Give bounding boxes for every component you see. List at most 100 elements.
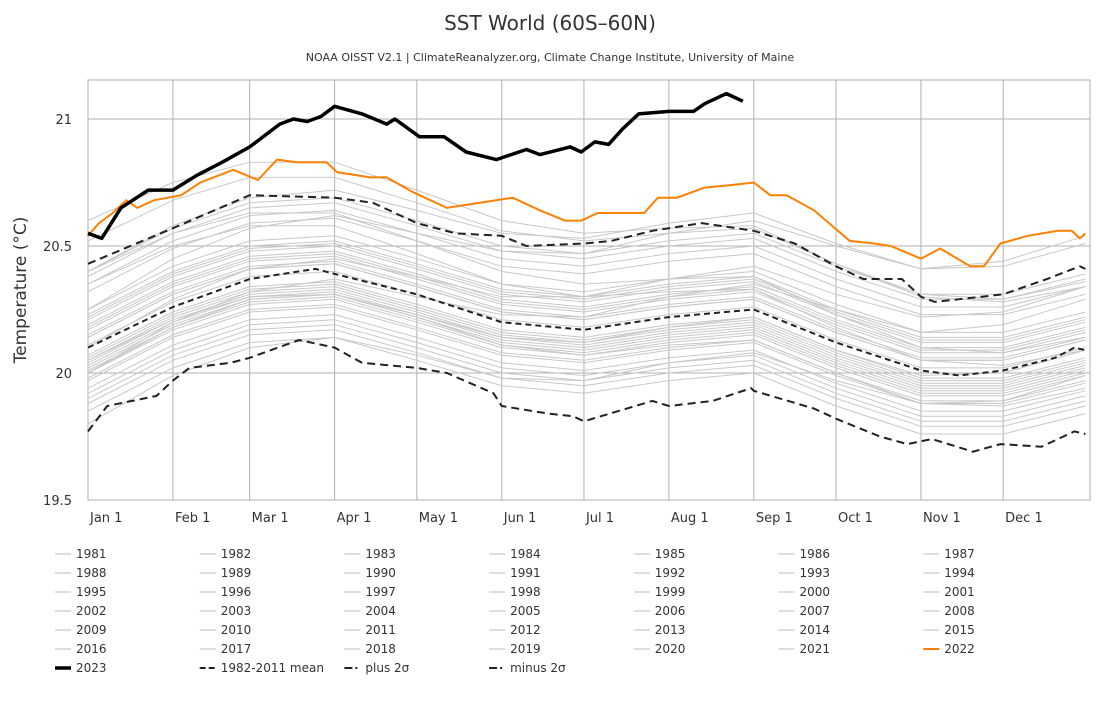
x-tick-label: Apr 1 (337, 511, 372, 526)
legend-label: 2016 (76, 642, 107, 656)
series-line-2005 (87, 242, 1086, 341)
legend-label: 2012 (510, 623, 541, 637)
legend-label: 1987 (944, 547, 975, 561)
legend-item-2022[interactable]: 2022 (923, 642, 975, 656)
series-line-1992 (87, 303, 1086, 402)
legend-item-2011[interactable]: 2011 (344, 623, 396, 637)
legend-item-2009[interactable]: 2009 (55, 623, 107, 637)
series-line-1996 (87, 291, 1086, 389)
series-line-2021 (87, 202, 1086, 300)
series-line-1995 (87, 281, 1086, 379)
chart-title: SST World (60S–60N) (444, 11, 656, 35)
legend-label: 1997 (365, 585, 396, 599)
chart-subtitle: NOAA OISST V2.1 | ClimateReanalyzer.org,… (306, 51, 795, 64)
legend-label: 1984 (510, 547, 541, 561)
legend-item-1987[interactable]: 1987 (923, 547, 975, 561)
legend-item-2005[interactable]: 2005 (489, 604, 541, 618)
legend-label: 2020 (655, 642, 686, 656)
legend-item-1990[interactable]: 1990 (344, 566, 396, 580)
series-line-2008 (87, 270, 1086, 369)
series-line-2018 (87, 209, 1086, 308)
legend-item-2004[interactable]: 2004 (344, 604, 396, 618)
legend-label: 1986 (800, 547, 831, 561)
legend-item-1984[interactable]: 1984 (489, 547, 541, 561)
legend-item-2007[interactable]: 2007 (778, 604, 831, 618)
legend-label: 2004 (365, 604, 396, 618)
series-line-2014 (87, 217, 1086, 316)
legend-item-1991[interactable]: 1991 (489, 566, 541, 580)
legend-item-1983[interactable]: 1983 (344, 547, 396, 561)
legend-item-1996[interactable]: 1996 (199, 585, 252, 599)
x-tick-label: Aug 1 (671, 511, 709, 526)
legend-label: 2000 (800, 585, 831, 599)
x-tick-label: Mar 1 (252, 511, 289, 526)
series-line-1991 (87, 288, 1086, 387)
legend-item-1992[interactable]: 1992 (633, 566, 686, 580)
legend-item-1989[interactable]: 1989 (199, 566, 252, 580)
legend-item-2003[interactable]: 2003 (199, 604, 252, 618)
legend-item-1995[interactable]: 1995 (55, 585, 107, 599)
legend-item-2010[interactable]: 2010 (199, 623, 252, 637)
legend-item-1993[interactable]: 1993 (778, 566, 831, 580)
series-line-2019 (87, 189, 1086, 272)
legend-label: 2021 (800, 642, 831, 656)
legend-label: 2019 (510, 642, 541, 656)
legend-item-1981[interactable]: 1981 (55, 547, 107, 561)
legend-item-2000[interactable]: 2000 (778, 585, 831, 599)
x-tick-label: Jun 1 (503, 511, 537, 526)
series-line-2007 (87, 260, 1086, 359)
legend-item-1997[interactable]: 1997 (344, 585, 396, 599)
legend-label: 2015 (944, 623, 975, 637)
y-tick-label: 21 (55, 113, 72, 128)
legend-item-2018[interactable]: 2018 (344, 642, 396, 656)
legend-label: 1999 (655, 585, 686, 599)
series-line-2011 (87, 263, 1086, 361)
legend-label: 1982-2011 mean (221, 661, 324, 675)
legend-item-1985[interactable]: 1985 (633, 547, 686, 561)
legend-item-1999[interactable]: 1999 (633, 585, 686, 599)
legend-item-1986[interactable]: 1986 (778, 547, 831, 561)
series-line-1984 (87, 329, 1086, 427)
legend-label: 1988 (76, 566, 107, 580)
series-line-2000 (87, 283, 1086, 382)
legend-item-plus-2-[interactable]: plus 2σ (344, 661, 410, 675)
legend-item-2015[interactable]: 2015 (923, 623, 975, 637)
legend-item-1988[interactable]: 1988 (55, 566, 107, 580)
legend-label: 2022 (944, 642, 975, 656)
legend: 1981 1982 1983 1984 1985 1986 1987 1988 1989 1990… (55, 547, 975, 675)
series-line-1989 (87, 314, 1086, 412)
series-line-2010 (87, 212, 1086, 354)
legend-item-2014[interactable]: 2014 (778, 623, 831, 637)
legend-label: 2003 (221, 604, 252, 618)
legend-item-2002[interactable]: 2002 (55, 604, 107, 618)
legend-item-2021[interactable]: 2021 (778, 642, 831, 656)
legend-item-1982-2011-mean[interactable]: 1982-2011 mean (199, 661, 324, 675)
legend-label: 2023 (76, 661, 107, 675)
legend-item-2013[interactable]: 2013 (633, 623, 686, 637)
legend-item-2001[interactable]: 2001 (923, 585, 975, 599)
x-tick-label: May 1 (419, 511, 458, 526)
legend-item-2019[interactable]: 2019 (489, 642, 541, 656)
y-tick-label: 20.5 (43, 240, 72, 255)
legend-item-1994[interactable]: 1994 (923, 566, 975, 580)
legend-item-2017[interactable]: 2017 (199, 642, 252, 656)
y-axis-label: Temperature (°C) (11, 217, 31, 365)
legend-label: 2006 (655, 604, 686, 618)
legend-item-1998[interactable]: 1998 (489, 585, 541, 599)
legend-label: 1982 (221, 547, 252, 561)
legend-label: 2005 (510, 604, 541, 618)
legend-item-1982[interactable]: 1982 (199, 547, 252, 561)
legend-label: 2002 (76, 604, 107, 618)
legend-item-2020[interactable]: 2020 (633, 642, 686, 656)
legend-label: 1993 (800, 566, 831, 580)
legend-item-2006[interactable]: 2006 (633, 604, 686, 618)
legend-label: 2011 (365, 623, 396, 637)
legend-item-2012[interactable]: 2012 (489, 623, 541, 637)
legend-item-2016[interactable]: 2016 (55, 642, 107, 656)
legend-label: 2001 (944, 585, 975, 599)
x-tick-label: Sep 1 (756, 511, 793, 526)
legend-item-2023[interactable]: 2023 (55, 661, 107, 675)
legend-item-2008[interactable]: 2008 (923, 604, 975, 618)
legend-item-minus-2-[interactable]: minus 2σ (489, 661, 566, 675)
series-line-1994 (87, 296, 1086, 394)
